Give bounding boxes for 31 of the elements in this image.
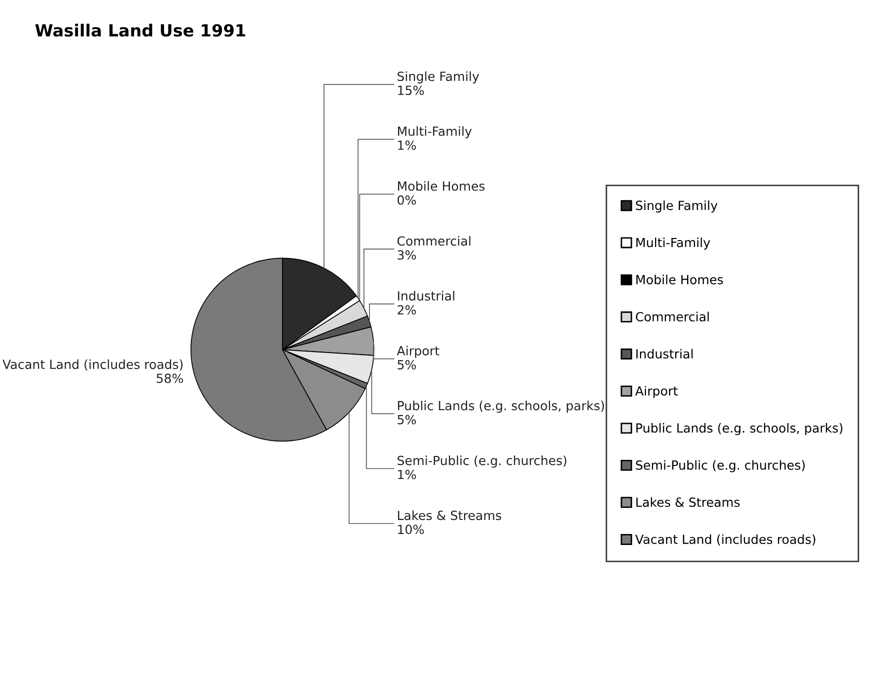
data-label: 15% — [398, 86, 424, 96]
data-label: 10% — [398, 524, 424, 534]
slice-label: Industrial — [398, 290, 454, 301]
data-label: 5% — [398, 360, 416, 370]
data-label: 58% — [156, 374, 183, 384]
legend-label: Semi-Public (e.g. churches) — [636, 460, 805, 472]
slice-label: Multi-Family — [398, 126, 472, 138]
legend-label: Single Family — [636, 200, 718, 213]
text: 0% — [398, 195, 416, 205]
slice-label: Public Lands (e.g. schools, parks) — [398, 400, 604, 413]
data-label: 2% — [398, 305, 416, 315]
slice-label: Single Family — [398, 71, 480, 84]
legend-label: Commercial — [636, 312, 709, 322]
category-label: Mobile Homes — [398, 181, 485, 191]
legend-label: Airport — [635, 386, 678, 398]
slice-label: Semi-Public (e.g. churches) — [398, 456, 566, 468]
legend-label: Mobile Homes — [636, 274, 723, 284]
data-label: 1% — [398, 140, 416, 150]
legend-label: Lakes & Streams — [636, 497, 740, 507]
legend-label: Public Lands (e.g. schools, parks) — [636, 423, 842, 436]
data-label: 5% — [398, 414, 416, 424]
slice-label: Vacant Land (includes roads) — [2, 359, 183, 371]
legend-label: Multi-Family — [636, 238, 710, 250]
slice-label: Airport — [396, 346, 440, 358]
data-label: 3% — [398, 250, 416, 260]
legend-label: Vacant Land (includes roads) — [635, 534, 816, 546]
slice-label: Commercial — [397, 236, 470, 246]
data-label: 1% — [398, 470, 416, 480]
slice-label: Lakes & Streams — [398, 510, 502, 520]
chart-title: Wasilla Land Use 1991 — [35, 24, 246, 37]
legend-label: Industrial — [636, 348, 693, 359]
